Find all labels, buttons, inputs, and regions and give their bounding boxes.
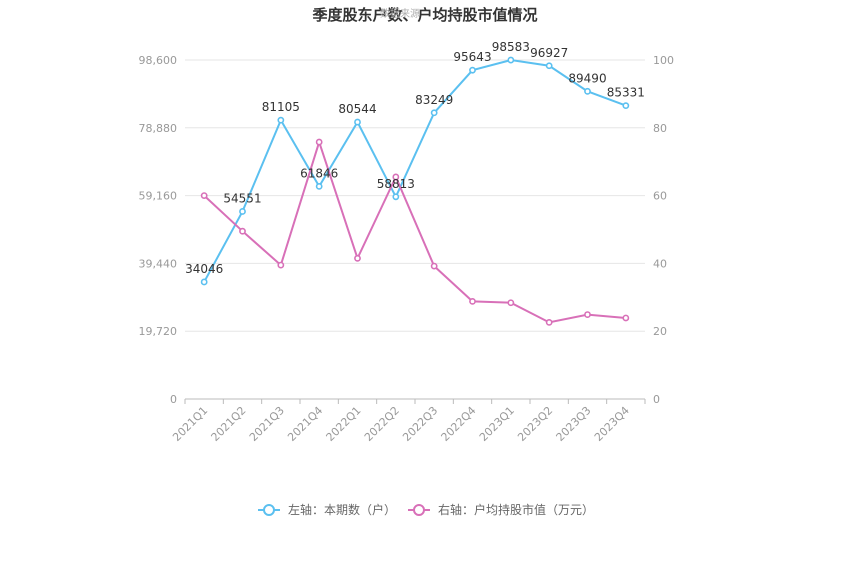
legend-marker <box>263 504 275 516</box>
data-point <box>545 62 553 70</box>
legend[interactable]: 左轴：本期数（户） 右轴：户均持股市值（万元） <box>258 502 594 517</box>
data-point <box>239 208 246 215</box>
data-point <box>584 87 591 95</box>
data-label: 96927 <box>530 46 568 60</box>
data-label: 85331 <box>607 86 645 100</box>
x-tick-label: 2022Q3 <box>400 404 440 444</box>
data-point <box>622 314 630 322</box>
data-point <box>430 109 438 117</box>
x-tick-label: 2022Q2 <box>362 404 402 444</box>
x-tick-label: 2023Q3 <box>554 404 594 444</box>
grid-lines <box>185 59 645 400</box>
data-point <box>507 299 515 307</box>
x-axis: 2021Q12021Q22021Q32021Q42022Q12022Q22022… <box>170 399 646 444</box>
y-left-tick-label: 39,440 <box>139 257 178 270</box>
data-point <box>507 56 515 64</box>
data-label: 95643 <box>453 50 491 64</box>
y-right-tick-label: 20 <box>653 325 667 338</box>
y-left-tick-label: 19,720 <box>139 325 178 338</box>
data-labels: 34046 54551 81105 61846 80544 58813 83249 95643… <box>185 40 645 276</box>
data-point <box>354 254 361 262</box>
y-axis-left: 0 19,720 39,440 59,160 78,880 98,600 <box>139 54 178 406</box>
data-point <box>622 102 630 110</box>
data-point <box>469 297 476 305</box>
y-right-tick-label: 100 <box>653 54 674 67</box>
data-label: 98583 <box>492 40 530 54</box>
data-point <box>584 311 591 318</box>
watermark: 数据来源 <box>380 7 420 20</box>
x-tick-label: 2021Q4 <box>285 404 325 444</box>
data-point <box>392 193 400 201</box>
data-point <box>315 182 323 190</box>
data-label: 58813 <box>377 177 415 191</box>
legend-label: 右轴：户均持股市值（万元） <box>438 502 594 517</box>
series-line-households <box>203 59 627 283</box>
data-point <box>545 318 553 326</box>
data-label: 81105 <box>262 100 300 114</box>
x-tick-label: 2022Q4 <box>439 404 479 444</box>
x-tick-label: 2023Q4 <box>592 404 632 444</box>
y-left-tick-label: 59,160 <box>139 190 178 203</box>
x-tick-label: 2021Q3 <box>247 404 287 444</box>
data-point <box>239 227 246 235</box>
y-left-tick-label: 78,880 <box>139 122 178 135</box>
data-label: 80544 <box>338 102 376 116</box>
series-line-market-value <box>203 138 626 324</box>
y-left-tick-label: 98,600 <box>139 54 178 67</box>
x-tick-label: 2022Q1 <box>324 404 364 444</box>
data-point <box>315 138 323 146</box>
data-point <box>392 173 400 181</box>
data-point <box>200 278 208 286</box>
y-right-tick-label: 80 <box>653 122 667 135</box>
x-tick-label: 2021Q1 <box>170 404 210 444</box>
data-point <box>200 192 208 199</box>
data-label: 89490 <box>568 71 606 85</box>
y-right-tick-label: 60 <box>653 190 667 203</box>
legend-marker <box>413 504 425 516</box>
x-tick-label: 2021Q2 <box>209 404 249 444</box>
series-layer <box>200 56 630 326</box>
y-right-tick-label: 40 <box>653 257 667 270</box>
data-point <box>469 66 476 74</box>
y-left-tick-label: 0 <box>170 393 177 406</box>
data-label: 61846 <box>300 166 338 180</box>
y-right-tick-label: 0 <box>653 393 660 406</box>
data-point <box>277 261 285 269</box>
data-label: 34046 <box>185 262 223 276</box>
data-point <box>430 262 438 270</box>
x-tick-label: 2023Q2 <box>515 404 555 444</box>
data-label: 54551 <box>223 191 261 205</box>
data-label: 83249 <box>415 93 453 107</box>
data-point <box>277 116 285 124</box>
chart-title: 季度股东户数、户均持股市值情况 <box>312 6 537 24</box>
y-axis-right: 0 20 40 60 80 100 <box>653 54 674 406</box>
data-point <box>354 118 361 126</box>
legend-label: 左轴：本期数（户） <box>288 502 396 517</box>
x-tick-label: 2023Q1 <box>477 404 517 444</box>
